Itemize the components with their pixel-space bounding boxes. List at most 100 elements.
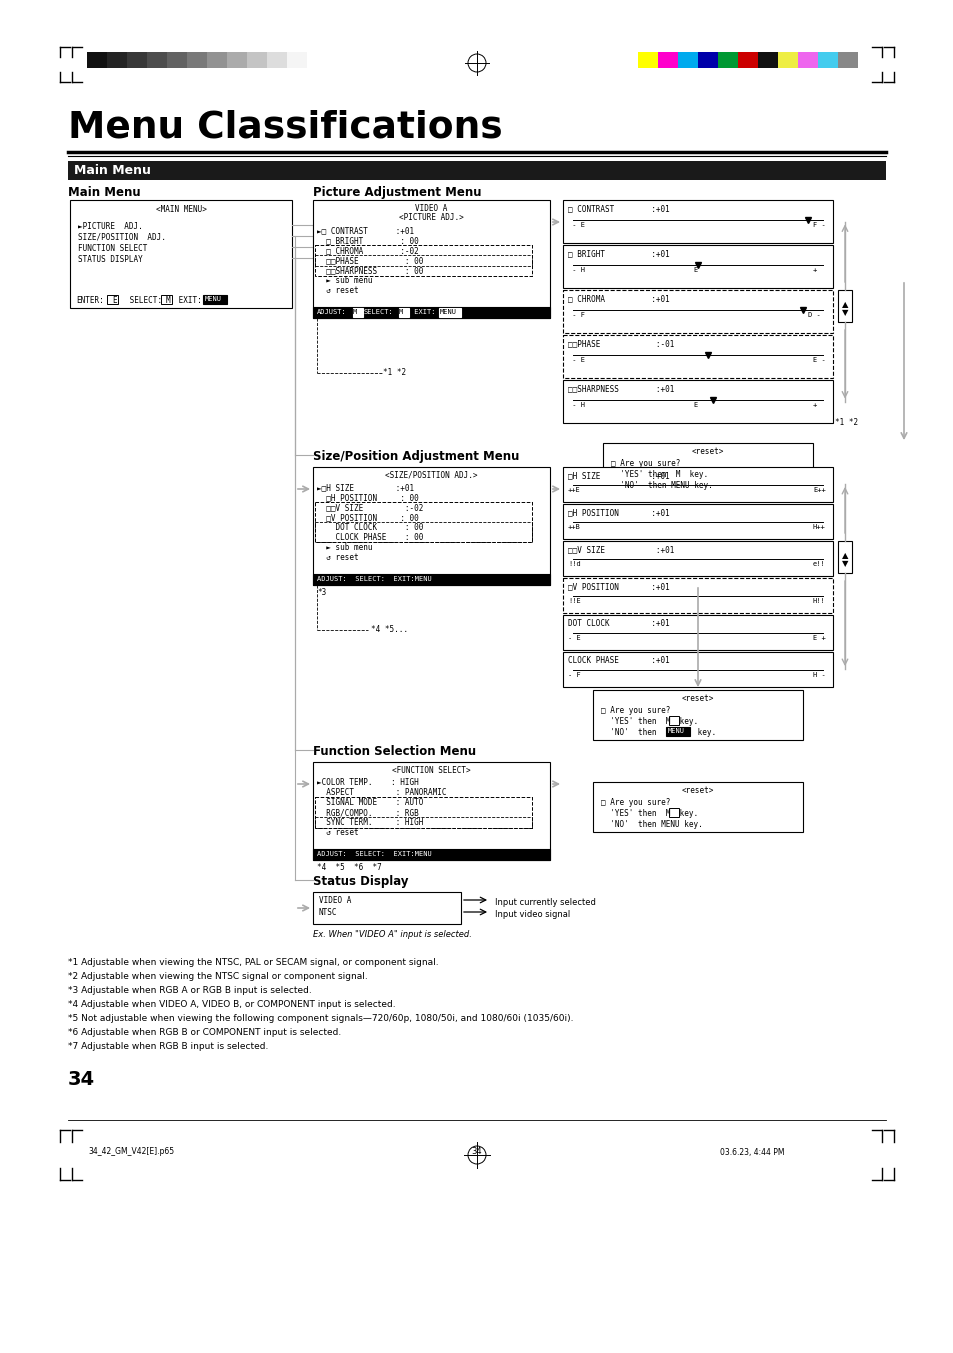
Text: 34: 34 [68, 1070, 95, 1089]
Text: *3 Adjustable when RGB A or RGB B input is selected.: *3 Adjustable when RGB A or RGB B input … [68, 986, 312, 994]
Text: □V POSITION       :+01: □V POSITION :+01 [567, 582, 669, 591]
Bar [267, 51, 287, 68]
Text: ► sub menu: ► sub menu [316, 543, 372, 552]
Text: ▲: ▲ [841, 300, 847, 308]
Text: □ Are you sure?: □ Are you sure? [610, 459, 679, 468]
Bar [562, 290, 832, 333]
Bar [313, 848, 550, 861]
Text: SYNC TERM.     : HIGH: SYNC TERM. : HIGH [316, 819, 423, 827]
Text: E: E [692, 267, 697, 273]
Text: □ BRIGHT        : 00: □ BRIGHT : 00 [316, 235, 418, 245]
Text: *2 Adjustable when viewing the NTSC signal or component signal.: *2 Adjustable when viewing the NTSC sign… [68, 971, 367, 981]
Bar [638, 51, 658, 68]
Bar [203, 295, 227, 304]
Text: 34_42_GM_V42[E].p65: 34_42_GM_V42[E].p65 [88, 1147, 174, 1157]
Bar [593, 690, 802, 740]
Text: □V POSITION     : 00: □V POSITION : 00 [316, 513, 418, 522]
Text: ADJUST:  SELECT:  EXIT:MENU: ADJUST: SELECT: EXIT:MENU [316, 576, 432, 582]
Text: SELECT:: SELECT: [125, 296, 162, 304]
Bar [127, 51, 147, 68]
Text: Input currently selected: Input currently selected [495, 898, 596, 907]
Text: - E: - E [567, 357, 584, 363]
Text: *4  *5  *6  *7: *4 *5 *6 *7 [316, 863, 381, 871]
Text: □ CHROMA          :+01: □ CHROMA :+01 [567, 294, 669, 303]
Text: 'YES' then  M  key.: 'YES' then M key. [610, 469, 707, 479]
Text: □ BRIGHT          :+01: □ BRIGHT :+01 [567, 249, 669, 258]
Text: M: M [353, 308, 356, 315]
Text: *7 Adjustable when RGB B input is selected.: *7 Adjustable when RGB B input is select… [68, 1042, 268, 1051]
Text: 03.6.23, 4:44 PM: 03.6.23, 4:44 PM [720, 1147, 783, 1157]
Text: <reset>: <reset> [691, 446, 723, 456]
Bar [314, 245, 532, 276]
Text: Input video signal: Input video signal [495, 911, 570, 919]
Text: *4 Adjustable when VIDEO A, VIDEO B, or COMPONENT input is selected.: *4 Adjustable when VIDEO A, VIDEO B, or … [68, 1000, 395, 1009]
Text: - E: - E [567, 635, 580, 641]
Text: SELECT:: SELECT: [364, 308, 394, 315]
Bar [817, 51, 837, 68]
Text: DOT CLOCK         :+01: DOT CLOCK :+01 [567, 620, 669, 628]
Bar [593, 782, 802, 832]
Text: □□V SIZE         :-02: □□V SIZE :-02 [316, 503, 423, 511]
Bar [562, 616, 832, 649]
Text: 'NO'  then MENU key.: 'NO' then MENU key. [600, 820, 702, 829]
Text: SIZE/POSITION  ADJ.: SIZE/POSITION ADJ. [78, 233, 166, 242]
Text: Picture Adjustment Menu: Picture Adjustment Menu [313, 185, 481, 199]
Text: E++: E++ [812, 487, 825, 492]
Text: RGB/COMPO.     : RGB: RGB/COMPO. : RGB [316, 808, 418, 817]
Text: *1 *2: *1 *2 [834, 418, 858, 428]
Bar [738, 51, 758, 68]
Text: ADJUST:  SELECT:  EXIT:MENU: ADJUST: SELECT: EXIT:MENU [316, 851, 432, 856]
Bar [698, 51, 718, 68]
Text: <reset>: <reset> [681, 786, 714, 796]
Text: ▼: ▼ [841, 308, 847, 317]
Bar [562, 467, 832, 502]
Text: 'NO'  then MENU key.: 'NO' then MENU key. [610, 482, 712, 490]
Bar [314, 522, 532, 543]
Text: □H POSITION     : 00: □H POSITION : 00 [316, 492, 418, 502]
Bar [562, 505, 832, 538]
Text: D -: D - [807, 313, 820, 318]
Bar [314, 254, 532, 267]
Bar [678, 51, 698, 68]
Bar [602, 442, 812, 492]
Bar [562, 541, 832, 576]
Text: +: + [812, 267, 817, 273]
Text: EXIT:: EXIT: [410, 308, 435, 315]
Text: □ CHROMA        :-02: □ CHROMA :-02 [316, 246, 418, 254]
Text: NTSC: NTSC [318, 908, 337, 917]
Text: 'NO'  then: 'NO' then [600, 728, 656, 737]
Text: FUNCTION SELECT: FUNCTION SELECT [78, 244, 147, 253]
Text: ASPECT         : PANORAMIC: ASPECT : PANORAMIC [316, 787, 446, 797]
Bar [562, 336, 832, 377]
Text: ++E: ++E [567, 487, 580, 492]
Text: !!d: !!d [567, 561, 580, 567]
Text: □□PHASE          : 00: □□PHASE : 00 [316, 256, 423, 265]
Text: □ CONTRAST        :+01: □ CONTRAST :+01 [567, 204, 669, 212]
Text: Ex. When "VIDEO A" input is selected.: Ex. When "VIDEO A" input is selected. [313, 930, 472, 939]
Text: ↺ reset: ↺ reset [316, 828, 358, 838]
Text: Status Display: Status Display [313, 875, 408, 888]
Text: <PICTURE ADJ.>: <PICTURE ADJ.> [398, 212, 463, 222]
Bar [562, 245, 832, 288]
Bar [161, 295, 172, 304]
Text: - F: - F [567, 672, 580, 678]
Bar [718, 51, 738, 68]
Bar [313, 307, 550, 318]
Text: *6 Adjustable when RGB B or COMPONENT input is selected.: *6 Adjustable when RGB B or COMPONENT in… [68, 1028, 341, 1036]
Bar [353, 308, 363, 317]
Text: <MAIN MENU>: <MAIN MENU> [155, 206, 206, 214]
Text: 'YES' then  M  key.: 'YES' then M key. [600, 717, 698, 727]
Bar [87, 51, 107, 68]
Text: ENTER:: ENTER: [76, 296, 104, 304]
Bar [167, 51, 187, 68]
Text: 'YES' then  M  key.: 'YES' then M key. [600, 809, 698, 819]
Text: VIDEO A: VIDEO A [318, 896, 351, 905]
Text: EXIT:: EXIT: [173, 296, 201, 304]
Text: <FUNCTION SELECT>: <FUNCTION SELECT> [392, 766, 471, 775]
Bar [313, 762, 550, 861]
Text: ▼: ▼ [841, 559, 847, 568]
Text: E +: E + [812, 635, 825, 641]
Text: E -: E - [812, 357, 825, 363]
Text: *1 Adjustable when viewing the NTSC, PAL or SECAM signal, or component signal.: *1 Adjustable when viewing the NTSC, PAL… [68, 958, 438, 967]
Bar [562, 652, 832, 687]
